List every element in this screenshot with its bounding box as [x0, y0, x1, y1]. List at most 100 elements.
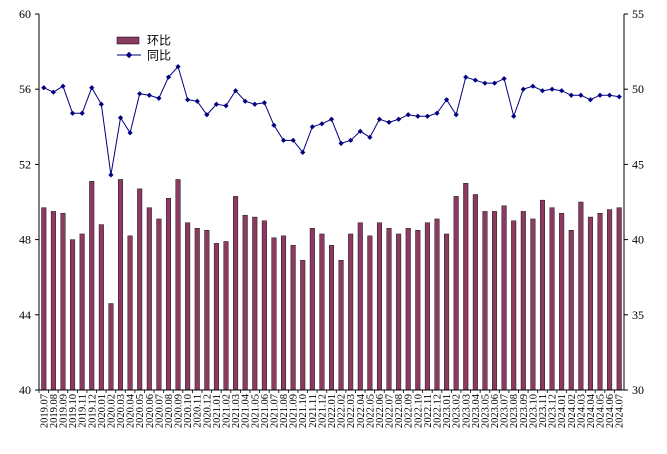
x-tick-label: 2022.11 [423, 394, 434, 428]
bar [98, 224, 104, 391]
x-tick-label: 2020.09 [174, 394, 185, 428]
bar [309, 228, 315, 391]
line-point [50, 89, 56, 95]
x-tick-label: 2024.04 [586, 393, 597, 428]
bar [530, 218, 536, 391]
line-point [194, 98, 200, 104]
line-point [156, 95, 162, 101]
bar [492, 211, 498, 391]
bar [261, 220, 267, 391]
bar [89, 181, 95, 391]
bar [41, 207, 47, 391]
x-tick-label: 2020.04 [126, 393, 137, 428]
line-point [472, 77, 478, 83]
x-tick-label: 2020.01 [97, 394, 108, 428]
line-point [204, 112, 210, 118]
bar-series [41, 179, 622, 391]
line-point [367, 134, 373, 140]
x-tick-label: 2021.04 [241, 393, 252, 428]
line-point [443, 97, 450, 103]
x-tick-label: 2023.10 [528, 394, 539, 428]
bar [415, 229, 421, 391]
line-point [328, 116, 335, 122]
x-tick-label: 2021.08 [279, 394, 290, 428]
y-right-tick-label: 50 [632, 82, 644, 96]
x-tick-label: 2021.03 [231, 394, 242, 428]
bar [271, 237, 277, 391]
line-point [616, 94, 622, 100]
y-right-tick-label: 35 [632, 308, 644, 322]
line-point [242, 98, 248, 104]
x-tick-label: 2024.01 [557, 394, 568, 428]
line-point [587, 97, 594, 103]
x-tick-label: 2021.01 [212, 394, 223, 428]
bar [539, 199, 545, 391]
bar [233, 196, 239, 391]
line-point [232, 88, 239, 94]
line-point [520, 86, 526, 92]
line-point [511, 113, 517, 119]
y-left-tick-label: 52 [19, 157, 31, 171]
x-tick-label: 2022.01 [327, 394, 338, 428]
y-right-tick-label: 55 [632, 7, 644, 21]
x-tick-label: 2020.02 [106, 394, 117, 428]
x-tick-label: 2023.09 [519, 394, 530, 428]
line-point [309, 124, 315, 130]
line-point [434, 110, 440, 116]
x-tick-label: 2024.05 [596, 394, 607, 428]
bar [405, 228, 411, 391]
line-point [463, 74, 469, 80]
x-tick-label: 2022.12 [432, 394, 443, 428]
line-point [348, 137, 354, 143]
x-tick-label: 2023.03 [461, 394, 472, 428]
bar [118, 179, 124, 391]
x-tick-label: 2021.10 [298, 394, 309, 428]
x-tick-label: 2020.06 [145, 394, 156, 428]
bar [616, 207, 622, 391]
bar [223, 241, 229, 391]
y-left-tick-label: 56 [19, 82, 31, 96]
bar [137, 188, 143, 391]
y-right-tick-label: 40 [632, 233, 644, 247]
bar [444, 233, 450, 391]
bar [108, 303, 114, 391]
y-left-tick-label: 48 [19, 233, 31, 247]
line-point [607, 92, 613, 98]
bar [587, 216, 593, 391]
bar [568, 229, 574, 391]
bar [511, 220, 517, 391]
x-tick-label: 2022.06 [375, 394, 386, 428]
line-point [415, 113, 421, 119]
bar [156, 218, 162, 391]
line-point [530, 83, 536, 89]
x-tick-label: 2020.08 [164, 394, 175, 428]
line-point [261, 100, 267, 106]
bar [60, 213, 66, 391]
bar [559, 213, 565, 391]
line-point [501, 76, 507, 82]
y-left-tick-label: 44 [19, 308, 31, 322]
x-tick-label: 2019.12 [87, 394, 98, 428]
bar [146, 207, 152, 391]
bar [453, 196, 459, 391]
y-left-tick-label: 60 [19, 7, 31, 21]
x-tick-label: 2022.04 [356, 393, 367, 428]
x-tick-label: 2023.06 [490, 394, 501, 428]
bar [290, 245, 296, 391]
x-tick-label: 2019.07 [39, 394, 50, 428]
legend-label-bar: 环比 [147, 34, 171, 48]
legend: 环比 同比 [116, 34, 171, 63]
x-tick-label: 2020.11 [193, 394, 204, 428]
bar [434, 218, 440, 391]
line-point [568, 92, 574, 98]
x-tick-label: 2023.05 [480, 394, 491, 428]
bar [376, 222, 382, 391]
line-point [98, 101, 104, 107]
bar [501, 205, 507, 391]
y-right-tick-label: 30 [632, 383, 644, 397]
line-point [137, 91, 143, 97]
bar [281, 235, 287, 391]
x-tick-label: 2023.07 [500, 394, 511, 428]
bar [165, 198, 171, 391]
